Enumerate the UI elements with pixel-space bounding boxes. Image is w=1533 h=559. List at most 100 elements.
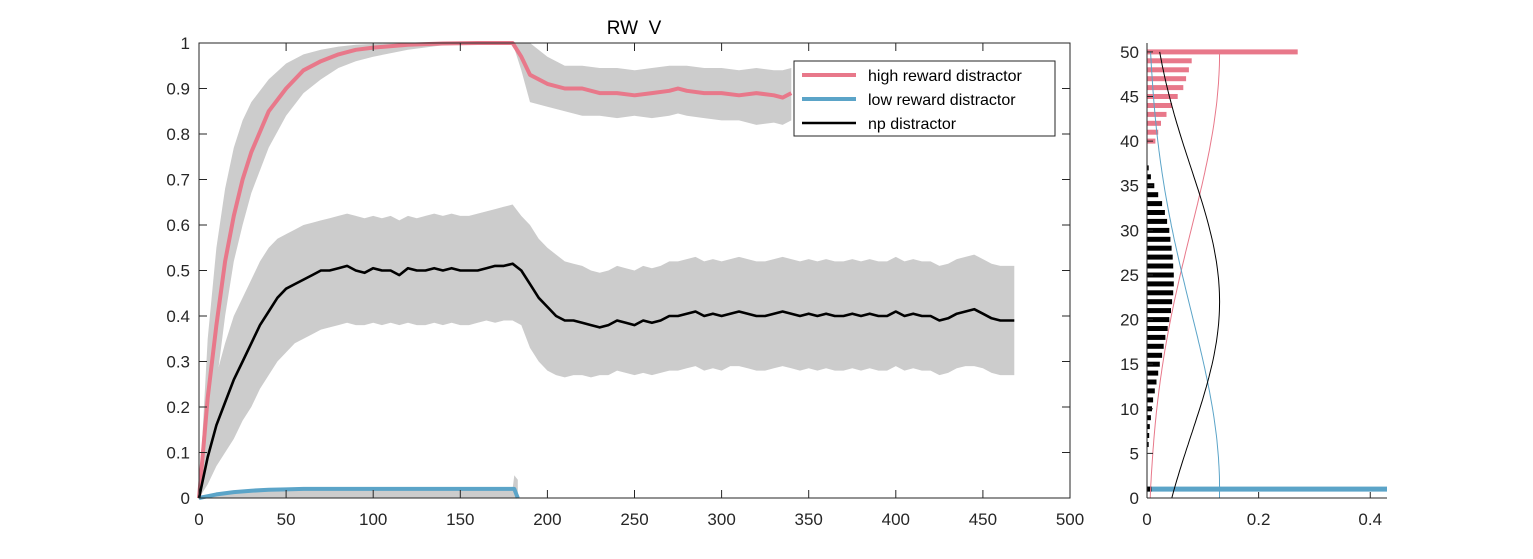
legend-label-high-reward-distractor: high reward distractor [868,68,1023,85]
y-tick-label: 0 [181,489,190,508]
side-y-tick-label: 0 [1130,489,1139,508]
legend-label-np-distractor: np distractor [868,116,957,133]
histogram-bar-np-distractor [1147,486,1152,492]
side-histogram: 0 0.2 0.4 0 5 10 15 20 25 30 35 40 45 50 [1120,43,1387,529]
histogram-bar-np-distractor [1147,388,1155,394]
side-y-tick-label: 40 [1120,132,1139,151]
histogram-bar-high-reward-distractor [1147,49,1298,55]
side-y-tick-label: 20 [1120,311,1139,330]
histogram-bar-np-distractor [1147,317,1170,323]
histogram-bar-np-distractor [1147,236,1171,242]
y-tick-label: 0.7 [166,171,190,190]
histogram-bar-np-distractor [1147,263,1174,269]
side-x-tick-label: 0.4 [1358,510,1382,529]
side-x-axis: 0 0.2 0.4 [1142,492,1382,529]
histogram-bar-np-distractor [1147,343,1164,349]
series-line-low-reward-distractor [198,486,520,500]
fit-curves [1149,51,1221,499]
side-y-tick-label: 35 [1120,177,1139,196]
side-y-axis: 0 5 10 15 20 25 30 35 40 45 50 [1120,43,1153,508]
main-plot: RW V 0 50 100 150 200 250 300 350 400 450 500 0 0.1… [166,18,1084,529]
histogram-bar-high-reward-distractor [1147,85,1184,91]
histogram-bar-high-reward-distractor [1147,94,1178,99]
legend-label-low-reward-distractor: low reward distractor [868,92,1016,109]
histogram-bar-np-distractor [1147,299,1173,305]
side-x-tick-label: 0 [1142,510,1151,529]
histogram-bar-np-distractor [1147,281,1174,287]
histogram-bar-np-distractor [1147,361,1160,367]
histogram-bar-np-distractor [1147,227,1170,233]
x-tick-label: 350 [795,510,823,529]
x-tick-label: 450 [969,510,997,529]
histogram-bar-high-reward-distractor [1147,103,1173,108]
histogram-bar-np-distractor [1147,415,1151,421]
histogram-bar-np-distractor [1147,442,1149,447]
band-np-distractor [199,204,1015,498]
side-x-tick-label: 0.2 [1247,510,1271,529]
histogram-bar-np-distractor [1147,424,1150,430]
histogram-bar-high-reward-distractor [1147,120,1161,126]
histogram-bar-high-reward-distractor [1147,67,1189,73]
histogram-bars [1147,49,1387,492]
side-y-tick-label: 10 [1120,400,1139,419]
fit-curve-low-reward-distractor [1150,51,1221,498]
histogram-bar-np-distractor [1147,254,1173,260]
side-y-tick-label: 15 [1120,355,1139,374]
fit-curve-high-reward-distractor [1149,51,1221,499]
y-tick-label: 1 [181,34,190,53]
y-tick-label: 0.5 [166,262,190,281]
y-tick-label: 0.3 [166,353,190,372]
x-tick-label: 250 [620,510,648,529]
histogram-bar-np-distractor [1147,290,1174,296]
x-tick-label: 500 [1056,510,1084,529]
x-tick-label: 100 [359,510,387,529]
y-axis: 0 0.1 0.2 0.3 0.4 0.5 0.6 0.7 0.8 0.9 1 [166,34,1070,508]
histogram-bar-high-reward-distractor [1147,129,1159,135]
y-tick-label: 0.1 [166,444,190,463]
series-line-np-distractor [197,262,1015,499]
x-tick-label: 200 [533,510,561,529]
x-tick-label: 300 [707,510,735,529]
histogram-bar-np-distractor [1147,210,1165,215]
y-tick-label: 0.4 [166,307,190,326]
x-tick-label: 0 [194,510,203,529]
side-y-tick-label: 50 [1120,43,1139,62]
series-line-high-reward-distractor [197,41,793,499]
y-tick-label: 0.8 [166,125,190,144]
chart-title: RW V [607,18,662,39]
y-tick-label: 0.9 [166,80,190,99]
histogram-bar-low-reward-distractor [1147,486,1387,492]
histogram-bar-np-distractor [1147,245,1172,251]
histogram-bar-high-reward-distractor [1147,58,1192,64]
histogram-bar-np-distractor [1147,370,1159,376]
y-tick-label: 0.2 [166,398,190,417]
legend[interactable]: high reward distractor low reward distrac… [793,60,1056,137]
histogram-bar-np-distractor [1147,352,1163,358]
side-y-tick-label: 45 [1120,88,1139,107]
histogram-bar-np-distractor [1147,165,1149,171]
histogram-bar-np-distractor [1147,397,1154,403]
fit-curve-np-distractor [1159,51,1221,499]
band-low-reward-distractor [199,475,518,498]
histogram-bar-np-distractor [1147,308,1171,314]
x-axis: 0 50 100 150 200 250 300 350 400 450 500 [194,43,1084,529]
histogram-bar-np-distractor [1147,379,1157,385]
y-tick-label: 0.6 [166,216,190,235]
band-high-reward-distractor [199,43,792,498]
x-tick-label: 150 [446,510,474,529]
x-tick-label: 400 [882,510,910,529]
series-lines [197,41,1015,500]
confidence-bands [199,43,1015,498]
side-y-tick-label: 30 [1120,221,1139,240]
x-tick-label: 50 [277,510,296,529]
histogram-bar-np-distractor [1147,334,1166,340]
histogram-bar-np-distractor [1147,174,1151,180]
histogram-bar-np-distractor [1147,272,1174,278]
histogram-bar-np-distractor [1147,201,1163,207]
side-y-tick-label: 25 [1120,266,1139,285]
histogram-bar-np-distractor [1147,192,1159,198]
histogram-bar-np-distractor [1147,326,1168,331]
histogram-bar-high-reward-distractor [1147,76,1187,82]
side-y-tick-label: 5 [1130,444,1139,463]
